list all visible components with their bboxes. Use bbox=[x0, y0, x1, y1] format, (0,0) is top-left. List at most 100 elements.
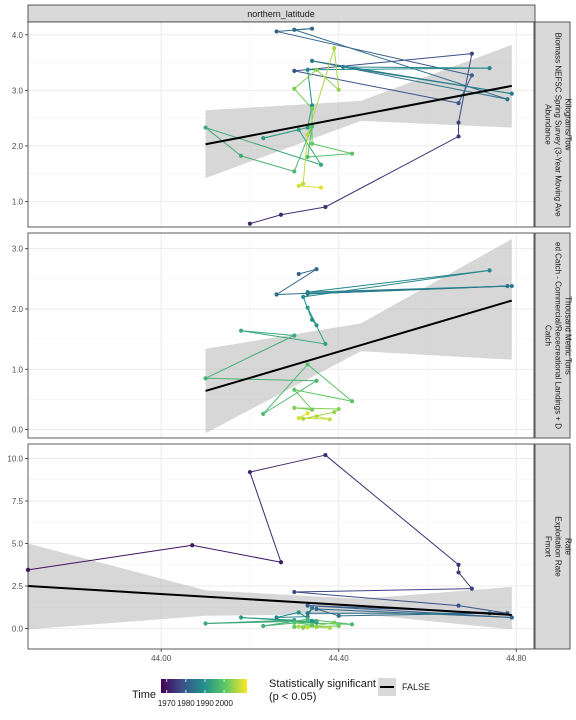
trajectory-segment bbox=[293, 88, 313, 109]
top-strip-label: northern_latitude bbox=[247, 9, 315, 19]
facet-strip-label: Catch bbox=[544, 325, 553, 346]
trajectory-segment bbox=[333, 48, 340, 90]
facet-strip-label: Biomass NEFSC Spring Survey (3-Year Movi… bbox=[554, 32, 563, 217]
trajectory-segment bbox=[294, 622, 353, 625]
facet-strip-label: Fmort bbox=[544, 536, 553, 558]
panel-abundance: 1.0 2.0 3.0 4.0 Abundance Biomass NEFSC Sprin… bbox=[12, 21, 573, 228]
data-point bbox=[309, 58, 315, 63]
legend-colorbar-ticks: 1970 1980 1990 2000 bbox=[158, 679, 234, 708]
facet-strip-label: Rate bbox=[564, 538, 573, 555]
trajectory-segment bbox=[307, 67, 490, 71]
data-point bbox=[274, 29, 279, 34]
trajectory-segment bbox=[298, 268, 317, 275]
data-point bbox=[301, 294, 306, 300]
trajectory-segment bbox=[205, 377, 317, 382]
data-point bbox=[305, 305, 310, 310]
data-point bbox=[456, 120, 461, 125]
data-point bbox=[305, 611, 310, 616]
trajectory-segment bbox=[249, 471, 282, 563]
trajectory-segment bbox=[262, 364, 309, 415]
facet-strip-background bbox=[534, 232, 571, 439]
x-tick-label: 44.80 bbox=[506, 654, 527, 663]
data-point bbox=[309, 124, 315, 129]
legend-colorbar bbox=[161, 679, 247, 693]
trajectory-segment bbox=[294, 407, 339, 410]
trajectory-segment bbox=[458, 75, 473, 104]
data-point bbox=[305, 125, 310, 130]
y-tick-label: 1.0 bbox=[12, 197, 24, 206]
data-point bbox=[509, 283, 514, 289]
data-point bbox=[305, 625, 310, 630]
data-point bbox=[301, 625, 306, 630]
data-point bbox=[292, 624, 297, 629]
data-point bbox=[261, 623, 266, 629]
data-point bbox=[305, 603, 310, 608]
trajectory-segment bbox=[307, 69, 313, 106]
trajectory-segment bbox=[325, 454, 459, 566]
data-point bbox=[292, 333, 297, 338]
data-point bbox=[332, 46, 337, 51]
trajectory-segment bbox=[205, 620, 317, 624]
trend-line bbox=[205, 299, 513, 392]
data-point bbox=[238, 153, 244, 158]
data-point bbox=[456, 570, 461, 575]
trajectory-segment bbox=[294, 591, 459, 607]
data-point bbox=[318, 185, 324, 190]
trajectory-segment bbox=[298, 129, 322, 166]
trajectory-segment bbox=[316, 69, 340, 91]
data-point bbox=[505, 97, 510, 102]
facet-strip-label: Abundance bbox=[544, 104, 553, 145]
trajectory-segment bbox=[294, 53, 472, 72]
panel-border bbox=[27, 21, 535, 228]
y-tick-label: 3.0 bbox=[12, 245, 24, 254]
trajectory-segment bbox=[307, 605, 512, 619]
trajectory-segment bbox=[293, 389, 313, 410]
trajectory-segment bbox=[294, 389, 353, 402]
colorbar-tick-label: 1970 bbox=[158, 699, 176, 708]
data-point bbox=[296, 127, 301, 132]
trajectory-segment bbox=[294, 588, 472, 593]
data-point bbox=[247, 221, 253, 226]
data-point bbox=[278, 212, 284, 217]
data-point bbox=[336, 613, 341, 618]
trajectory-segment bbox=[205, 127, 322, 166]
data-point bbox=[278, 560, 284, 565]
data-point bbox=[349, 622, 355, 627]
data-point bbox=[309, 141, 315, 146]
data-point bbox=[323, 204, 328, 210]
panel-border bbox=[27, 443, 535, 650]
data-point bbox=[305, 411, 310, 416]
data-point bbox=[309, 618, 315, 624]
data-point bbox=[323, 341, 328, 347]
data-point bbox=[296, 183, 301, 188]
data-point bbox=[238, 328, 244, 333]
data-point bbox=[509, 615, 514, 620]
y-tick-label: 7.5 bbox=[12, 497, 24, 506]
data-point bbox=[314, 414, 319, 419]
data-point bbox=[336, 406, 341, 412]
facet-strip-label: Exploitation Rate bbox=[554, 516, 563, 577]
legend: Time 1970 1980 1990 2000 Statistically sign… bbox=[132, 678, 430, 708]
colorbar-tick-label: 1990 bbox=[196, 699, 214, 708]
data-point bbox=[314, 67, 319, 72]
panel-fmort: 0.0 2.5 5.0 7.5 10.0 Fmort Exploitation Rate Ra… bbox=[7, 443, 573, 650]
y-tick-label: 4.0 bbox=[12, 31, 24, 40]
facet-strip-label: Kilograms/Tow bbox=[564, 98, 573, 150]
data-point bbox=[305, 617, 310, 622]
data-point bbox=[301, 416, 306, 421]
data-point bbox=[332, 620, 337, 625]
trajectory-segment bbox=[262, 380, 317, 415]
facet-strip-label: Thousand Metric Tons bbox=[564, 296, 573, 375]
y-tick-label: 2.5 bbox=[12, 582, 24, 591]
data-point bbox=[292, 169, 297, 174]
top-strip: northern_latitude bbox=[27, 4, 536, 23]
data-point bbox=[309, 623, 315, 628]
trajectory-segment bbox=[307, 47, 335, 135]
trajectory-segment bbox=[458, 605, 508, 614]
data-point bbox=[314, 267, 319, 272]
data-point bbox=[203, 125, 208, 130]
data-point bbox=[332, 409, 337, 415]
trajectory-segment bbox=[316, 608, 339, 617]
data-point bbox=[261, 136, 266, 141]
